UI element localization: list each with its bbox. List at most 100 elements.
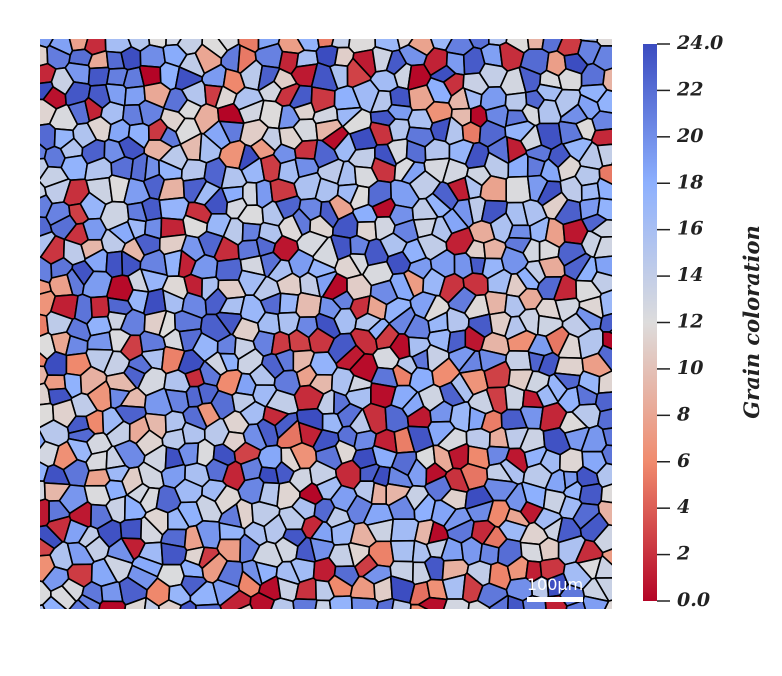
- grain: [40, 365, 49, 386]
- grain: [295, 291, 323, 319]
- grain: [120, 45, 142, 71]
- grain: [139, 44, 166, 69]
- grain: [389, 539, 416, 563]
- grain: [40, 603, 46, 609]
- grain: [370, 481, 388, 505]
- grain: [507, 224, 532, 240]
- grain: [180, 575, 208, 598]
- grain: [179, 599, 197, 609]
- grain: [40, 157, 50, 181]
- grain: [596, 408, 612, 431]
- grain: [544, 594, 568, 609]
- grain: [259, 153, 282, 183]
- grain: [467, 599, 491, 609]
- grain: [597, 344, 612, 372]
- grain: [237, 603, 254, 609]
- grain: [616, 389, 643, 413]
- tick-label: 18: [677, 171, 703, 193]
- grain: [40, 382, 52, 406]
- grain: [565, 599, 587, 609]
- grain: [215, 257, 243, 282]
- tick-label: 6: [677, 450, 690, 472]
- grain: [41, 595, 68, 609]
- grain: [292, 598, 318, 609]
- grain: [40, 256, 53, 284]
- grain-map: [40, 39, 681, 667]
- grain: [396, 39, 414, 50]
- grain: [165, 39, 182, 47]
- grain: [600, 483, 612, 504]
- grain: [40, 480, 47, 502]
- grain: [249, 591, 276, 609]
- grain: [488, 594, 510, 609]
- grain: [599, 289, 612, 318]
- grain: [376, 597, 395, 609]
- grain: [40, 461, 50, 483]
- tick-label: 4: [677, 496, 690, 518]
- grain: [40, 537, 56, 557]
- grain: [389, 86, 412, 108]
- grain: [40, 554, 56, 583]
- grain: [597, 370, 612, 395]
- grain: [350, 596, 380, 609]
- tick-label: 2: [676, 543, 690, 565]
- grain: [157, 599, 182, 609]
- grain: [257, 39, 281, 51]
- grain: [86, 331, 114, 351]
- grain: [195, 603, 223, 609]
- grain: [488, 39, 508, 47]
- grain: [277, 39, 306, 55]
- tick-label: 16: [677, 218, 703, 240]
- grain: [590, 128, 612, 147]
- scale-bar-label: 100μm: [527, 575, 583, 594]
- grain: [104, 39, 133, 54]
- grain: [582, 595, 610, 609]
- colorbar-label: Grain coloration: [739, 225, 764, 419]
- grain: [68, 599, 90, 609]
- grain: [40, 430, 46, 450]
- grain: [484, 290, 508, 316]
- grain: [600, 444, 612, 466]
- grain: [90, 295, 110, 319]
- tick-label: 0.0: [677, 589, 710, 611]
- grain: [507, 594, 525, 609]
- grain: [613, 599, 681, 667]
- grain: [442, 598, 471, 609]
- tick-label: 22: [676, 78, 703, 100]
- grain: [83, 39, 107, 56]
- grain: [604, 599, 612, 609]
- grain: [143, 596, 160, 609]
- colorbar-ticks: 0.0 2 4 6 8 10 12 14 16 18 20 22 24.0: [657, 32, 723, 611]
- grain: [40, 194, 54, 219]
- grain: [505, 175, 532, 204]
- grain: [590, 270, 612, 295]
- grain: [40, 498, 50, 528]
- grain: [391, 598, 412, 609]
- grain: [557, 67, 583, 91]
- tick-label: 8: [676, 403, 690, 425]
- grain: [40, 181, 48, 199]
- grain: [578, 482, 604, 506]
- grain: [40, 231, 57, 258]
- tick-label: 10: [677, 357, 703, 379]
- tick-label: 20: [676, 125, 703, 147]
- grain: [594, 554, 612, 579]
- grain: [601, 427, 612, 447]
- grain: [40, 123, 57, 151]
- grain: [40, 143, 48, 160]
- grain: [347, 39, 377, 54]
- grain: [40, 81, 54, 101]
- grain: [597, 500, 612, 527]
- grain: [608, 329, 612, 335]
- scale-bar: [527, 597, 583, 602]
- grain: [409, 603, 429, 609]
- grain: [601, 330, 612, 350]
- grain: [119, 517, 143, 540]
- grain: [579, 39, 599, 43]
- grain: [124, 596, 147, 609]
- tick-label: 14: [677, 264, 703, 286]
- grain: [314, 599, 332, 609]
- grain: [591, 110, 612, 132]
- colorbar: [643, 44, 657, 601]
